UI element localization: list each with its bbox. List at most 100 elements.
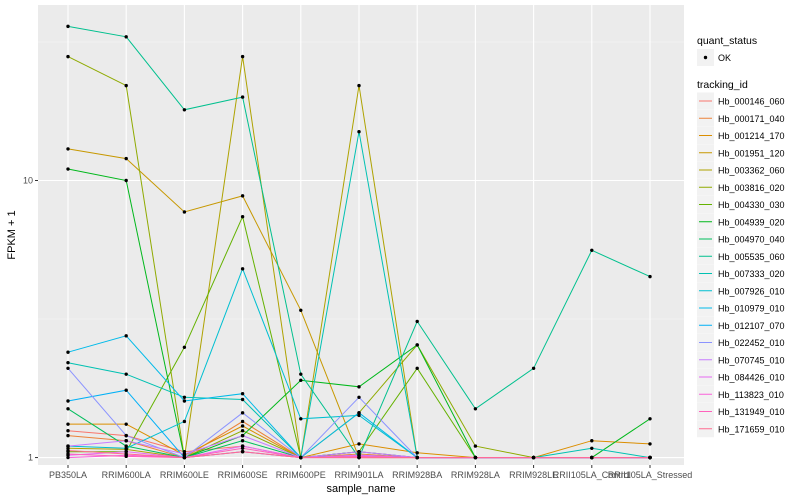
x-tick-label: RRIM928LE [509, 470, 558, 480]
data-point [124, 372, 128, 376]
data-point [357, 455, 361, 460]
data-point [182, 455, 187, 460]
legend-label: Hb_004939_020 [718, 217, 785, 227]
data-point [240, 95, 245, 99]
data-point [415, 366, 419, 370]
legend-label: Hb_003816_020 [718, 183, 785, 193]
data-point [357, 130, 361, 134]
legend-label: Hb_012107_070 [718, 321, 785, 331]
data-point [66, 407, 70, 411]
legend-label: Hb_007333_020 [718, 269, 785, 279]
data-point [124, 433, 128, 438]
data-point [182, 108, 187, 112]
data-point [182, 419, 187, 424]
data-point [124, 452, 128, 456]
data-point [66, 350, 70, 354]
data-point [182, 399, 187, 403]
series-legend-title: tracking_id [697, 79, 748, 91]
x-axis: PB350LA RRIM600LA RRIM600LE RRIM600SE RRIM60… [49, 465, 692, 480]
data-point [240, 194, 245, 198]
data-point [124, 35, 128, 39]
data-point [357, 449, 361, 454]
grid [38, 5, 684, 465]
series-points [66, 24, 652, 460]
data-point [299, 455, 303, 460]
data-point [357, 385, 361, 389]
panel-background [38, 5, 684, 465]
x-tick-label: PB350LA [49, 470, 87, 480]
point-legend-symbol [703, 55, 708, 60]
data-point [124, 83, 128, 88]
data-point [415, 455, 419, 460]
data-point [415, 319, 419, 324]
data-point [531, 455, 536, 460]
legend-label: Hb_131949_010 [718, 407, 785, 417]
data-point [240, 419, 245, 424]
legend-label: Hb_007926_010 [718, 286, 785, 296]
data-point [66, 448, 70, 453]
y-tick-label: 10 [23, 176, 33, 186]
data-point [299, 372, 303, 376]
data-point [66, 366, 70, 370]
data-point [240, 397, 245, 402]
x-tick-label: RRIM928BA [392, 470, 442, 480]
data-point [299, 378, 303, 383]
data-point [590, 439, 594, 443]
legend-label: Hb_084426_010 [718, 373, 785, 383]
x-tick-label: RRIM600LE [160, 470, 209, 480]
data-point [473, 407, 478, 411]
data-point [357, 83, 361, 88]
legend-label: Hb_000146_060 [718, 97, 785, 107]
legend-label: Hb_004330_030 [718, 200, 785, 210]
data-point [590, 446, 594, 450]
data-point [648, 455, 652, 460]
data-point [648, 442, 652, 446]
legend-label: Hb_113823_010 [718, 390, 784, 400]
data-point [473, 444, 478, 448]
data-point [66, 452, 70, 456]
data-point [415, 343, 419, 347]
data-point [182, 452, 187, 456]
data-point [473, 455, 478, 460]
data-point [124, 178, 128, 183]
data-point [182, 210, 187, 214]
legend-label: Hb_003362_060 [718, 166, 785, 176]
legend-label: Hb_070745_010 [718, 355, 785, 365]
data-point [240, 446, 245, 450]
y-tick-label: 1 [28, 453, 33, 463]
data-point [66, 455, 70, 460]
legend-label: Hb_005535_060 [718, 252, 785, 262]
legend-label: Hb_004970_040 [718, 235, 785, 245]
data-point [66, 422, 70, 426]
data-point [648, 274, 652, 279]
x-tick-label: RRII105LA_Stressed [608, 470, 693, 480]
data-point [299, 417, 303, 421]
data-point [182, 395, 187, 400]
data-point [66, 167, 70, 171]
data-point [240, 433, 245, 438]
data-point [66, 360, 70, 365]
legend-label: Hb_171659_010 [718, 424, 785, 434]
data-point [531, 366, 536, 370]
x-tick-label: RRII105LA_Control [553, 470, 631, 480]
x-axis-title: sample_name [326, 483, 395, 495]
data-point [240, 449, 245, 454]
point-legend-label: OK [718, 53, 731, 63]
legend-label: Hb_001214_170 [718, 131, 785, 141]
data-point [66, 429, 70, 433]
data-point [66, 24, 70, 29]
data-point [590, 248, 594, 252]
data-point [240, 267, 245, 271]
data-point [66, 147, 70, 151]
data-point [66, 399, 70, 403]
x-tick-label: RRIM600PE [276, 470, 326, 480]
legend: quant_status tracking_id OK Hb_000146_060… [697, 35, 785, 438]
data-point [182, 345, 187, 350]
data-point [66, 433, 70, 438]
x-tick-label: RRIM928LA [451, 470, 500, 480]
x-tick-label: RRIM901LA [334, 470, 383, 480]
data-point [66, 54, 70, 59]
data-point [415, 451, 419, 455]
x-tick-label: RRIM600LA [102, 470, 151, 480]
